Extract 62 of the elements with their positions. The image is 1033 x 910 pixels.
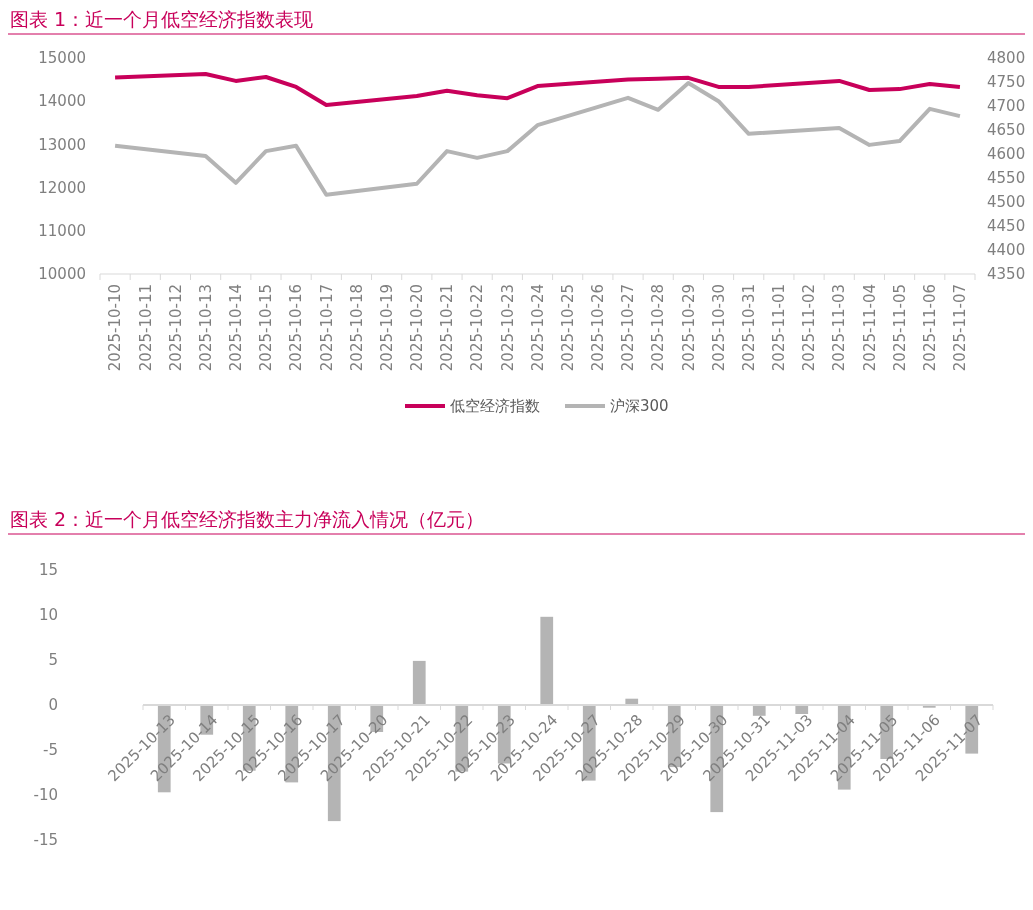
bar	[752, 705, 766, 716]
y2-tick-label: 4400	[987, 241, 1026, 260]
y2-tick-label: 4450	[987, 217, 1026, 236]
y-tick-label: 14000	[38, 92, 86, 111]
bar	[540, 616, 554, 705]
x-tick-label: 2025-11-03	[830, 284, 849, 372]
y2-tick-label: 4650	[987, 121, 1026, 140]
y2-tick-label: 4750	[987, 73, 1026, 92]
legend-label: 低空经济指数	[450, 397, 540, 416]
y-tick-label: 12000	[38, 178, 86, 197]
y2-tick-label: 4800	[987, 49, 1026, 68]
x-tick-label: 2025-11-01	[770, 284, 789, 372]
x-tick-label: 2025-10-25	[558, 284, 577, 372]
x-tick-label: 2025-10-10	[106, 284, 125, 372]
legend-label: 沪深300	[610, 397, 669, 416]
x-tick-label: 2025-10-16	[287, 284, 306, 372]
x-tick-label: 2025-10-13	[196, 284, 215, 372]
y2-tick-label: 4600	[987, 145, 1026, 164]
y-tick-label: 10	[38, 606, 58, 625]
x-tick-label: 2025-10-15	[257, 284, 276, 372]
x-tick-label: 2025-11-05	[890, 284, 909, 372]
x-tick-label: 2025-10-21	[438, 284, 457, 372]
x-tick-label: 2025-10-26	[589, 284, 608, 372]
x-tick-label: 2025-10-23	[498, 284, 517, 372]
x-tick-label: 2025-10-17	[317, 284, 336, 372]
x-tick-label: 2025-10-14	[227, 284, 246, 372]
x-tick-label: 2025-10-22	[468, 284, 487, 372]
x-tick-label: 2025-10-12	[166, 284, 185, 372]
y2-tick-label: 4500	[987, 193, 1026, 212]
y-tick-label: -5	[43, 741, 58, 760]
x-tick-label: 2025-11-07	[951, 284, 970, 372]
x-tick-label: 2025-10-19	[377, 284, 396, 372]
x-tick-label: 2025-10-20	[408, 284, 427, 372]
x-tick-label: 2025-10-24	[528, 284, 547, 372]
x-tick-label: 2025-10-28	[649, 284, 668, 372]
y-tick-label: 5	[48, 651, 58, 670]
x-tick-label: 2025-10-29	[679, 284, 698, 372]
y-tick-label: -15	[33, 831, 58, 850]
bar	[795, 705, 809, 714]
line-series	[113, 71, 962, 108]
x-tick-label: 2025-10-30	[709, 284, 728, 372]
chart-title: 图表 2：近一个月低空经济指数主力净流入情况（亿元）	[10, 508, 485, 530]
x-tick-label: 2025-10-18	[347, 284, 366, 372]
x-tick-label: 2025-11-02	[800, 284, 819, 372]
y2-tick-label: 4550	[987, 169, 1026, 188]
x-tick-label: 2025-10-11	[136, 284, 155, 372]
y-tick-label: 15000	[38, 49, 86, 68]
y-tick-label: 0	[48, 696, 58, 715]
y-tick-label: 11000	[38, 222, 86, 241]
y-tick-label: -10	[33, 786, 58, 805]
y2-tick-label: 4700	[987, 97, 1026, 116]
x-tick-label: 2025-10-27	[619, 284, 638, 372]
x-tick-label: 2025-11-06	[920, 284, 939, 372]
line-series	[113, 80, 962, 197]
y2-tick-label: 4350	[987, 265, 1026, 284]
bar	[412, 660, 426, 705]
x-tick-label: 2025-11-04	[860, 284, 879, 372]
y-tick-label: 13000	[38, 135, 86, 154]
y-tick-label: 15	[38, 561, 58, 580]
y-tick-label: 10000	[38, 265, 86, 284]
x-tick-label: 2025-10-31	[739, 284, 758, 372]
chart-title: 图表 1：近一个月低空经济指数表现	[10, 8, 314, 30]
